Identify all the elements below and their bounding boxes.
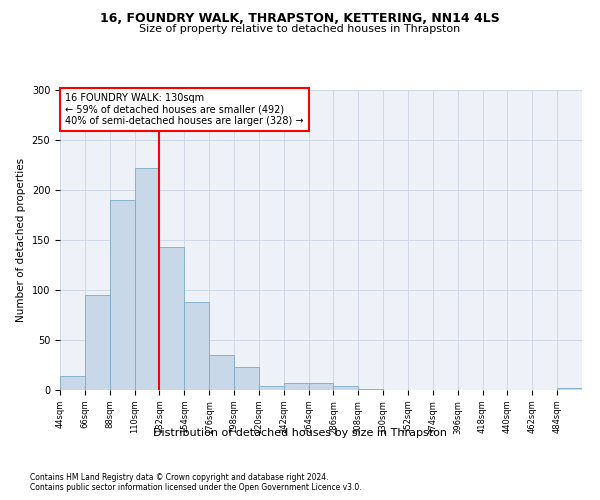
Bar: [134, 168, 160, 390]
Bar: [184, 302, 209, 390]
Bar: [60, 376, 85, 390]
Text: Distribution of detached houses by size in Thrapston: Distribution of detached houses by size …: [153, 428, 447, 438]
Bar: [209, 355, 234, 390]
Y-axis label: Number of detached properties: Number of detached properties: [16, 158, 26, 322]
Bar: [308, 383, 334, 390]
Bar: [334, 386, 358, 390]
Bar: [160, 247, 184, 390]
Text: Contains HM Land Registry data © Crown copyright and database right 2024.: Contains HM Land Registry data © Crown c…: [30, 472, 329, 482]
Bar: [557, 388, 582, 390]
Text: 16 FOUNDRY WALK: 130sqm
← 59% of detached houses are smaller (492)
40% of semi-d: 16 FOUNDRY WALK: 130sqm ← 59% of detache…: [65, 93, 304, 126]
Bar: [284, 383, 308, 390]
Text: Size of property relative to detached houses in Thrapston: Size of property relative to detached ho…: [139, 24, 461, 34]
Bar: [234, 367, 259, 390]
Bar: [110, 200, 134, 390]
Text: Contains public sector information licensed under the Open Government Licence v3: Contains public sector information licen…: [30, 482, 362, 492]
Bar: [358, 389, 383, 390]
Bar: [259, 386, 284, 390]
Bar: [85, 295, 110, 390]
Text: 16, FOUNDRY WALK, THRAPSTON, KETTERING, NN14 4LS: 16, FOUNDRY WALK, THRAPSTON, KETTERING, …: [100, 12, 500, 26]
